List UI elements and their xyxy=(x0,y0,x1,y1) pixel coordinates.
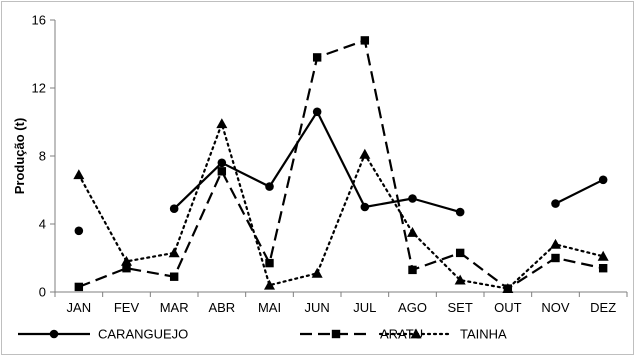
legend-item-tainha: TAINHA xyxy=(378,327,507,342)
point-aratu-mai xyxy=(265,258,274,268)
point-caranguejo-mar xyxy=(169,204,179,213)
point-caranguejo-dez xyxy=(598,175,608,185)
point-tainha-jul xyxy=(359,148,371,159)
series-group xyxy=(73,36,609,293)
axes: 0 4 8 12 16 JAN FEV MAR ABR MAI JUN JUL AGO SET OUT NOV… xyxy=(12,13,628,315)
point-caranguejo-set xyxy=(455,207,465,217)
point-aratu-mar xyxy=(169,272,179,281)
point-aratu-jul xyxy=(360,36,370,45)
series-line-tainha xyxy=(77,122,605,290)
series-caranguejo xyxy=(74,107,608,236)
point-caranguejo-jun xyxy=(312,107,322,117)
point-aratu-ago xyxy=(408,265,417,275)
point-tainha-out xyxy=(502,283,514,293)
point-tainha-nov xyxy=(550,238,561,249)
legend-marker-tainha xyxy=(410,328,422,339)
point-caranguejo-ago xyxy=(408,194,417,203)
y-tick-label: 8 xyxy=(39,149,46,164)
point-tainha-dez xyxy=(597,250,609,261)
legend-marker-aratu xyxy=(331,329,341,339)
x-tick-label-jun: JUN xyxy=(305,300,330,315)
y-tick-label: 4 xyxy=(39,217,46,232)
point-tainha-jun xyxy=(311,267,323,278)
x-tick-label-jul: JUL xyxy=(353,300,376,315)
legend-label-caranguejo: CARANGUEJO xyxy=(98,327,188,342)
point-tainha-ago xyxy=(407,227,418,237)
x-tick-label-jan: JAN xyxy=(67,300,92,315)
x-tick-label-abr: ABR xyxy=(208,300,235,315)
point-caranguejo-nov xyxy=(551,199,560,208)
point-caranguejo-abr xyxy=(217,158,227,168)
x-tick-label-out: OUT xyxy=(494,300,522,315)
legend: CARANGUEJO ARATU TAINHA xyxy=(18,327,507,342)
series-tainha xyxy=(73,118,609,293)
point-aratu-dez xyxy=(598,264,608,273)
x-tick-label-mar: MAR xyxy=(160,300,189,315)
point-caranguejo-mai xyxy=(265,182,274,191)
point-aratu-jun xyxy=(312,53,322,62)
y-axis-title: Produção (t) xyxy=(12,118,27,195)
point-aratu-nov xyxy=(551,253,560,263)
point-caranguejo-jan xyxy=(74,226,84,236)
y-tick-label: 12 xyxy=(32,81,46,96)
legend-item-caranguejo: CARANGUEJO xyxy=(18,327,188,342)
point-aratu-set xyxy=(455,248,465,258)
x-tick-label-mai: MAI xyxy=(258,300,281,315)
point-tainha-mar xyxy=(168,247,180,258)
series-line-caranguejo xyxy=(555,178,604,205)
x-tick-label-set: SET xyxy=(448,300,473,315)
x-tick-label-nov: NOV xyxy=(541,300,570,315)
y-tick-label: 0 xyxy=(39,285,46,300)
y-tick-label: 16 xyxy=(32,13,46,28)
point-aratu-jan xyxy=(74,282,84,292)
point-aratu-fev xyxy=(122,264,131,273)
point-tainha-fev xyxy=(121,255,132,266)
point-aratu-abr xyxy=(217,167,227,176)
point-tainha-abr xyxy=(216,118,228,129)
series-line-aratu xyxy=(78,39,604,290)
x-tick-label-ago: AGO xyxy=(398,300,427,315)
x-tick-label-fev: FEV xyxy=(114,300,140,315)
legend-label-tainha: TAINHA xyxy=(460,327,507,342)
point-tainha-mai xyxy=(264,279,275,290)
legend-marker-caranguejo xyxy=(49,329,59,339)
point-tainha-set xyxy=(454,274,466,285)
point-caranguejo-jul xyxy=(360,202,370,212)
x-tick-label-dez: DEZ xyxy=(590,300,616,315)
point-tainha-jan xyxy=(73,169,85,180)
